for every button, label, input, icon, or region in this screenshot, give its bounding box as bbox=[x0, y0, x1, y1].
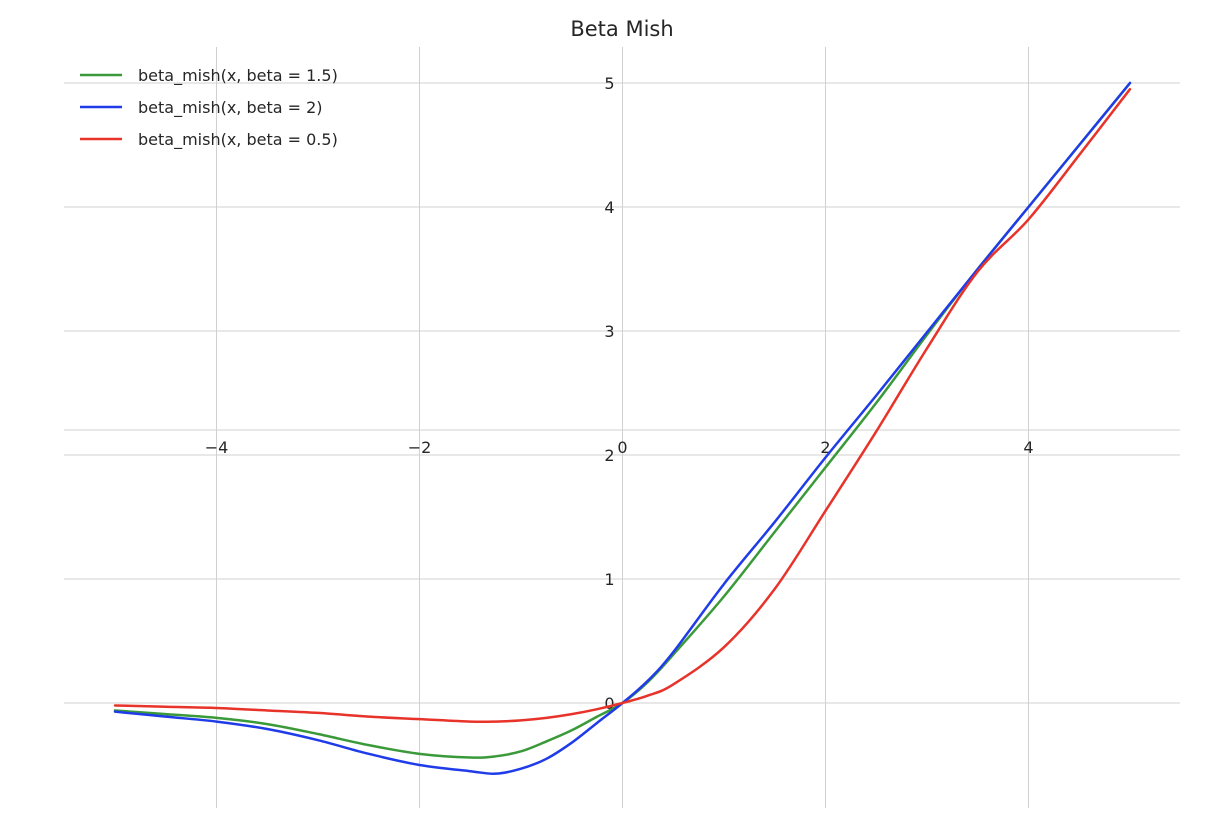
x-tick-label: 4 bbox=[1023, 438, 1033, 457]
y-tick-label: 4 bbox=[604, 198, 614, 217]
series-lines bbox=[113, 81, 1132, 776]
y-tick-label: 3 bbox=[604, 322, 614, 341]
series-line-3 bbox=[113, 87, 1132, 724]
y-tick-label: 0 bbox=[604, 694, 614, 713]
chart-title: Beta Mish bbox=[570, 17, 673, 41]
x-tick-label: −2 bbox=[408, 438, 432, 457]
x-tick-label: −4 bbox=[205, 438, 229, 457]
legend-label: beta_mish(x, beta = 0.5) bbox=[138, 130, 338, 150]
legend: beta_mish(x, beta = 1.5) beta_mish(x, bet… bbox=[80, 66, 338, 150]
series-line-2 bbox=[113, 81, 1132, 776]
legend-label: beta_mish(x, beta = 1.5) bbox=[138, 66, 338, 86]
y-tick-label: 2 bbox=[604, 446, 614, 465]
legend-label: beta_mish(x, beta = 2) bbox=[138, 98, 323, 118]
grid bbox=[64, 47, 1180, 808]
x-tick-label: 0 bbox=[617, 438, 627, 457]
y-tick-label: 5 bbox=[604, 74, 614, 93]
y-tick-label: 1 bbox=[604, 570, 614, 589]
x-tick-label: 2 bbox=[820, 438, 830, 457]
